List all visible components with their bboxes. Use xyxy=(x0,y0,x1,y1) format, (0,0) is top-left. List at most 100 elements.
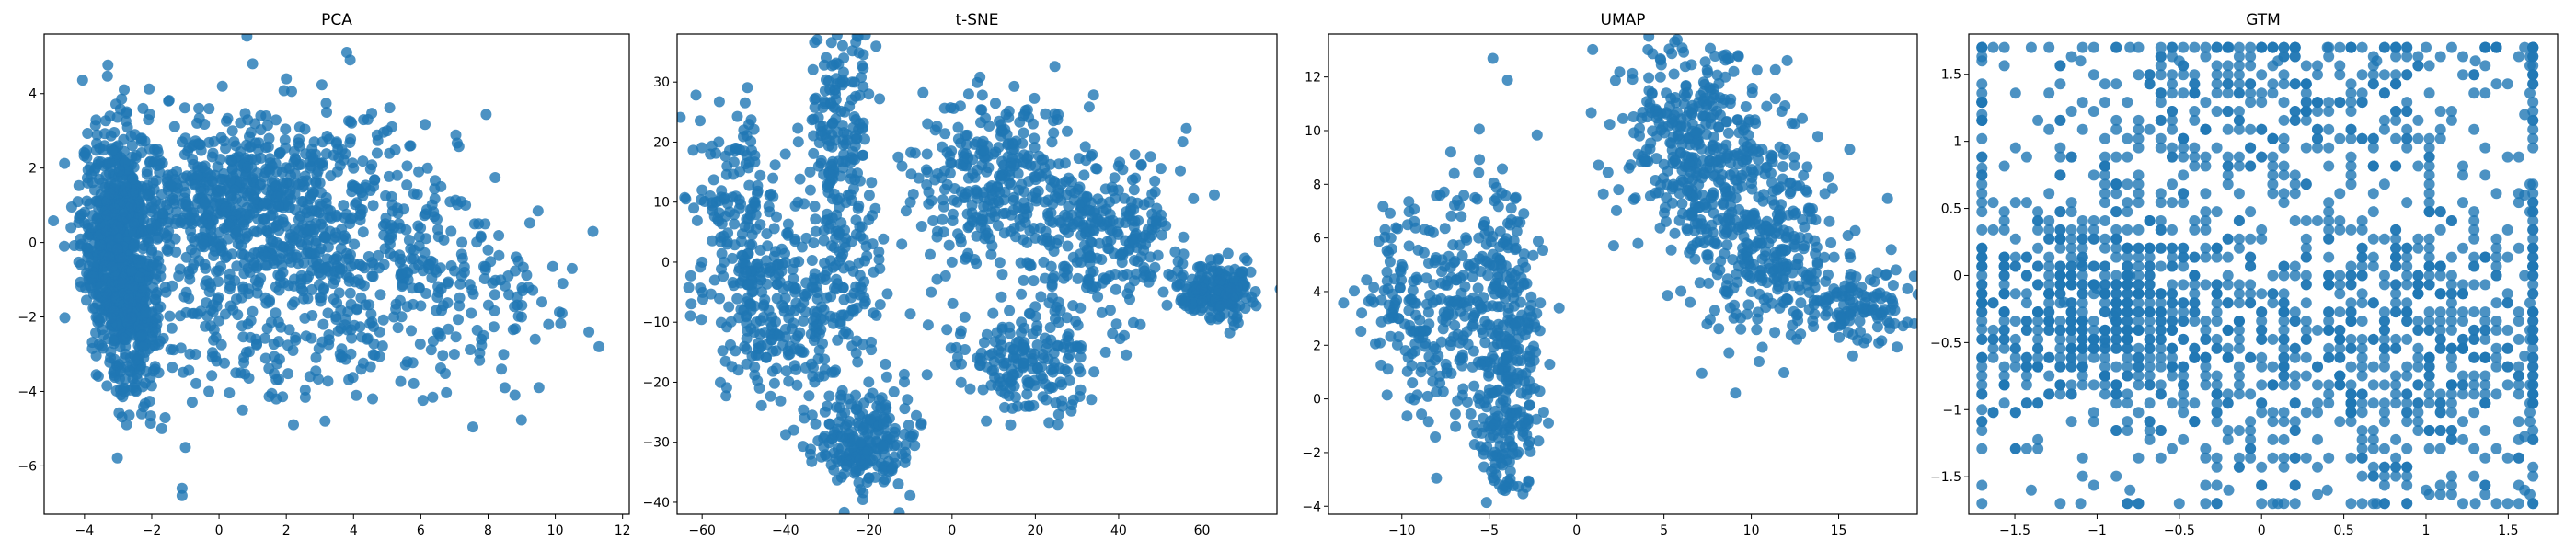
umap-point xyxy=(1455,211,1467,223)
umap-point xyxy=(1663,16,1674,27)
tsne-point xyxy=(720,390,732,402)
tsne-point xyxy=(904,308,916,320)
umap-point xyxy=(1472,282,1484,294)
umap-point xyxy=(1501,374,1512,385)
tsne-points xyxy=(677,34,1277,514)
pca-point xyxy=(390,298,402,310)
umap-point xyxy=(1368,282,1380,293)
umap-point xyxy=(1646,88,1658,99)
tsne-point xyxy=(855,436,867,448)
tsne-point xyxy=(922,118,934,130)
pca-point xyxy=(119,386,131,397)
pca-point xyxy=(165,343,177,355)
tsne-point xyxy=(1188,192,1200,204)
tsne-point xyxy=(853,465,865,477)
tsne-point xyxy=(690,89,702,101)
umap-point xyxy=(1694,277,1706,289)
pca-point xyxy=(178,102,190,114)
tsne-point xyxy=(1003,390,1015,402)
pca-point xyxy=(99,221,111,232)
pca-point xyxy=(299,170,311,182)
pca-point xyxy=(371,147,383,159)
umap-point xyxy=(1487,52,1499,64)
umap-point xyxy=(1416,361,1428,373)
tsne-point xyxy=(815,126,827,138)
pca-point xyxy=(259,259,271,271)
pca-point xyxy=(347,157,358,169)
tsne-point xyxy=(1239,303,1251,314)
umap-point xyxy=(1728,65,1740,77)
pca-point xyxy=(200,320,212,332)
tsne-point xyxy=(1061,312,1073,324)
tsne-point xyxy=(1067,394,1079,406)
tsne-point xyxy=(868,266,880,278)
tsne-point xyxy=(761,278,773,290)
tsne-point xyxy=(1001,129,1013,141)
tsne-point xyxy=(1044,236,1056,247)
tsne-point xyxy=(1036,154,1048,166)
tsne-point xyxy=(840,459,852,471)
pca-point xyxy=(465,344,477,355)
umap-point xyxy=(1505,202,1517,214)
umap-point xyxy=(1533,236,1544,247)
pca-point xyxy=(421,162,433,174)
pca-point xyxy=(321,107,332,118)
tsne-point xyxy=(955,325,967,337)
pca-point xyxy=(115,366,126,377)
tsne-point xyxy=(1121,210,1133,222)
tsne-point xyxy=(742,82,753,94)
pca-point xyxy=(355,363,367,375)
tsne-point xyxy=(1072,272,1084,284)
tsne-point xyxy=(730,345,742,357)
umap-point xyxy=(1379,224,1391,236)
tsne-point xyxy=(998,194,1010,206)
pca-ytick-label: 2 xyxy=(29,162,37,177)
pca-point xyxy=(73,256,85,268)
umap-point xyxy=(1512,264,1524,276)
umap-point xyxy=(1643,72,1655,84)
tsne-point xyxy=(857,339,868,351)
umap-point xyxy=(1732,50,1744,62)
tsne-point xyxy=(864,413,876,425)
umap-point xyxy=(1478,461,1489,473)
tsne-point xyxy=(1018,212,1029,224)
pca-point xyxy=(331,250,343,262)
tsne-point xyxy=(808,272,820,284)
umap-point xyxy=(1627,74,1639,86)
pca-point xyxy=(79,148,91,159)
pca-point xyxy=(165,179,177,191)
umap-point xyxy=(1524,351,1535,362)
umap-point xyxy=(1436,336,1447,348)
umap-point xyxy=(1457,383,1469,395)
tsne-point xyxy=(836,40,848,52)
pca-point xyxy=(98,329,109,341)
pca-point xyxy=(153,367,165,379)
tsne-point xyxy=(706,197,718,209)
umap-point xyxy=(1404,392,1416,404)
tsne-point xyxy=(1004,305,1016,316)
umap-point xyxy=(1543,417,1554,429)
tsne-point xyxy=(948,102,960,114)
pca-point xyxy=(532,205,544,217)
tsne-point xyxy=(926,286,937,298)
umap-point xyxy=(1430,254,1442,266)
umap-point xyxy=(1669,227,1681,239)
tsne-point xyxy=(1169,246,1181,258)
tsne-point xyxy=(1221,296,1233,308)
pca-point xyxy=(96,281,108,293)
pca-point xyxy=(239,152,251,164)
pca-point xyxy=(250,154,262,166)
tsne-point xyxy=(990,98,1001,109)
pca-point xyxy=(437,350,449,362)
tsne-point xyxy=(1274,284,1277,294)
umap-point xyxy=(1449,408,1461,420)
tsne-point xyxy=(685,298,697,310)
tsne-point xyxy=(835,251,847,263)
tsne-point xyxy=(972,164,983,176)
tsne-point xyxy=(813,344,825,356)
tsne-point xyxy=(696,184,708,196)
umap-point xyxy=(1377,201,1389,213)
tsne-point xyxy=(1062,240,1074,252)
pca-point xyxy=(299,312,311,324)
tsne-point xyxy=(1245,266,1257,278)
